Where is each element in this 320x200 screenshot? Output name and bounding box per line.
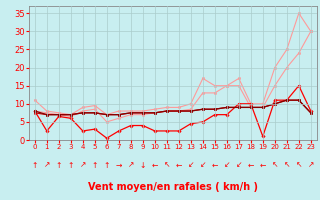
Text: →: → bbox=[116, 160, 122, 170]
Text: ←: ← bbox=[248, 160, 254, 170]
Text: ↗: ↗ bbox=[80, 160, 86, 170]
Text: ↓: ↓ bbox=[140, 160, 146, 170]
Text: ↖: ↖ bbox=[296, 160, 302, 170]
Text: ←: ← bbox=[176, 160, 182, 170]
Text: ←: ← bbox=[152, 160, 158, 170]
Text: ↖: ↖ bbox=[272, 160, 278, 170]
Text: ↗: ↗ bbox=[308, 160, 314, 170]
Text: ↙: ↙ bbox=[224, 160, 230, 170]
Text: ↗: ↗ bbox=[128, 160, 134, 170]
Text: ←: ← bbox=[212, 160, 218, 170]
Text: ↙: ↙ bbox=[200, 160, 206, 170]
Text: ←: ← bbox=[260, 160, 266, 170]
Text: Vent moyen/en rafales ( km/h ): Vent moyen/en rafales ( km/h ) bbox=[88, 182, 258, 192]
Text: ↗: ↗ bbox=[44, 160, 50, 170]
Text: ↑: ↑ bbox=[68, 160, 74, 170]
Text: ↑: ↑ bbox=[32, 160, 38, 170]
Text: ↖: ↖ bbox=[284, 160, 290, 170]
Text: ↑: ↑ bbox=[104, 160, 110, 170]
Text: ↑: ↑ bbox=[56, 160, 62, 170]
Text: ↑: ↑ bbox=[92, 160, 98, 170]
Text: ↖: ↖ bbox=[164, 160, 170, 170]
Text: ↙: ↙ bbox=[236, 160, 242, 170]
Text: ↙: ↙ bbox=[188, 160, 194, 170]
